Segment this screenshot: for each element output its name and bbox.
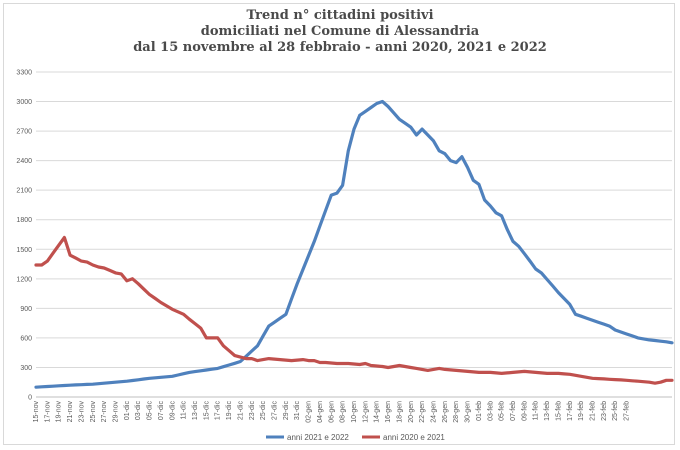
x-tick-label: 21-feb (590, 401, 597, 421)
y-tick-label: 1500 (16, 247, 32, 254)
y-tick-label: 2400 (16, 158, 32, 165)
x-tick-label: 16-gen (385, 401, 392, 423)
y-tick-label: 1200 (16, 276, 32, 283)
y-tick-label: 1800 (16, 217, 32, 224)
x-tick-label: 13-feb (544, 401, 551, 421)
y-tick-label: 900 (20, 306, 32, 313)
x-tick-label: 29-dic (283, 401, 290, 421)
y-axis-tick-labels: 0 300 600 900 1200 1500 1800 2100 2400 2700 3000 33… (16, 70, 32, 402)
x-axis-tick-labels: 15-nov 17-nov 19-nov 21-nov 23-nov 25-nov 27-n… (33, 401, 631, 423)
x-tick-label: 06-gen (328, 401, 335, 423)
x-tick-label: 11-feb (533, 401, 540, 420)
x-tick-label: 13-dic (192, 401, 199, 421)
x-tick-label: 21-dic (237, 401, 244, 421)
x-tick-label: 01-feb (476, 401, 483, 421)
y-tick-label: 3000 (16, 99, 32, 106)
legend-label: anni 2021 e 2022 (287, 433, 349, 442)
x-tick-label: 23-dic (249, 401, 256, 421)
x-tick-label: 30-gen (465, 401, 472, 423)
chart-frame (3, 3, 675, 445)
x-tick-label: 04-gen (317, 401, 324, 423)
x-tick-label: 29-nov (113, 401, 120, 423)
x-tick-label: 26-gen (442, 401, 449, 423)
x-tick-label: 09-feb (521, 401, 528, 421)
x-tick-label: 14-gen (374, 401, 381, 423)
y-tick-label: 2100 (16, 188, 32, 195)
x-tick-label: 23-nov (78, 401, 85, 423)
x-tick-label: 10-gen (351, 401, 358, 423)
series-line-2 (34, 235, 674, 385)
x-tick-label: 19-dic (226, 401, 233, 421)
y-tick-label: 600 (20, 335, 32, 342)
x-tick-label: 07-dic (158, 401, 165, 421)
chart-title-line-2: domiciliati nel Comune di Alessandria (200, 24, 480, 39)
x-tick-label: 15-feb (555, 401, 562, 421)
x-tick-label: 19-feb (578, 401, 585, 421)
x-tick-label: 21-nov (67, 401, 74, 423)
x-tick-label: 25-nov (90, 401, 97, 423)
x-tick-label: 03-dic (135, 401, 142, 421)
chart-title-line-1: Trend n° cittadini positivi (246, 8, 434, 23)
x-tick-label: 17-nov (44, 401, 51, 423)
x-tick-label: 17-feb (567, 401, 574, 421)
x-tick-label: 25-feb (612, 401, 619, 421)
legend-label: anni 2020 e 2021 (383, 433, 445, 442)
legend: anni 2021 e 2022 anni 2020 e 2021 (266, 433, 445, 442)
x-tick-label: 15-nov (33, 401, 40, 423)
x-tick-label: 25-dic (260, 401, 267, 421)
x-tick-label: 27-nov (101, 401, 108, 423)
x-tick-label: 08-gen (340, 401, 347, 423)
x-tick-label: 24-gen (431, 401, 438, 423)
x-tick-label: 07-feb (510, 401, 517, 421)
series-line-1 (34, 99, 674, 389)
x-tick-label: 09-dic (169, 401, 176, 421)
x-tick-label: 15-dic (203, 401, 210, 421)
gridlines (36, 71, 672, 398)
chart-title: Trend n° cittadini positivi domiciliati … (0, 8, 680, 56)
y-tick-label: 2700 (16, 129, 32, 136)
x-tick-label: 19-nov (56, 401, 63, 423)
x-tick-label: 05-dic (147, 401, 154, 421)
x-tick-label: 02-gen (306, 401, 313, 423)
x-tick-label: 01-dic (124, 401, 131, 421)
x-tick-label: 31-dic (294, 401, 301, 421)
x-tick-label: 28-gen (453, 401, 460, 423)
x-tick-label: 27-feb (624, 401, 631, 421)
chart-title-line-3: dal 15 novembre al 28 febbraio - anni 20… (133, 40, 547, 55)
x-tick-label: 23-feb (601, 401, 608, 421)
x-tick-label: 22-gen (419, 401, 426, 423)
x-tick-label: 05-feb (499, 401, 506, 421)
x-tick-label: 20-gen (408, 401, 415, 423)
series-lines (34, 99, 674, 389)
x-tick-label: 17-dic (215, 401, 222, 421)
x-tick-label: 12-gen (362, 401, 369, 423)
x-tick-label: 27-dic (272, 401, 279, 421)
y-tick-label: 3300 (16, 70, 32, 77)
x-tick-label: 03-feb (487, 401, 494, 421)
y-tick-label: 0 (28, 395, 32, 402)
y-tick-label: 300 (20, 365, 32, 372)
x-tick-label: 18-gen (396, 401, 403, 423)
x-tick-label: 11-dic (181, 401, 188, 420)
